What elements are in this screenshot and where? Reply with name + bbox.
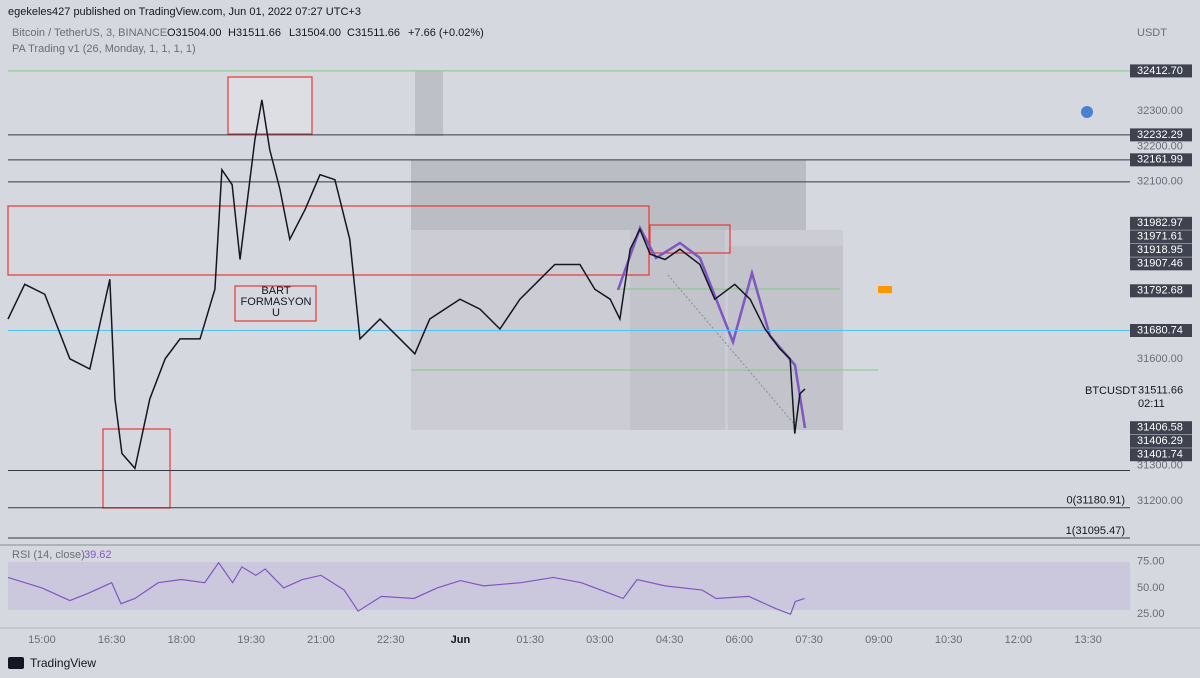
price-label: 31982.97 [1137, 217, 1183, 229]
rsi-line [7, 561, 805, 616]
price-label-box [1130, 421, 1192, 435]
publisher: egekeles427 published on TradingView.com… [8, 6, 361, 18]
price-label: 31907.46 [1137, 258, 1183, 270]
price-label-box [1130, 243, 1192, 257]
last-symbol: BTCUSDT [1085, 385, 1137, 397]
price-label: 32161.99 [1137, 154, 1183, 166]
price-label-box [1130, 257, 1192, 271]
currency: USDT [1137, 27, 1167, 39]
y-tick-label: 32200.00 [1137, 140, 1183, 152]
rsi-tick-label: 50.00 [1137, 582, 1165, 594]
y-tick-label: 31200.00 [1137, 495, 1183, 507]
price-label: 31406.58 [1137, 422, 1183, 434]
x-tick-label: 07:30 [795, 634, 823, 646]
symbol: Bitcoin / TetherUS, 3, BINANCE [12, 27, 167, 39]
x-tick-label: 16:30 [98, 634, 126, 646]
zone [415, 71, 443, 136]
price-label: 31401.74 [1137, 449, 1183, 461]
x-tick-label: 04:30 [656, 634, 684, 646]
rsi-tick-label: 75.00 [1137, 556, 1165, 568]
x-tick-label: 01:30 [516, 634, 544, 646]
ohlc: C31511.66 [347, 27, 400, 39]
annotation: BART FORMASYON U [240, 286, 312, 319]
price-label-box [1130, 434, 1192, 448]
price-label: 31406.29 [1137, 435, 1183, 447]
y-tick-label: 32100.00 [1137, 176, 1183, 188]
marker [878, 286, 892, 293]
x-tick-label: 03:00 [586, 634, 614, 646]
fib-label: 1(31095.47) [1066, 525, 1125, 537]
ohlc: O31504.00 [167, 27, 221, 39]
x-tick-label: 10:30 [935, 634, 963, 646]
price-label-box [1130, 64, 1192, 78]
zone [630, 230, 725, 430]
price-label: 31680.74 [1137, 324, 1183, 336]
price-label: 31792.68 [1137, 285, 1183, 297]
ohlc: L31504.00 [289, 27, 341, 39]
red-box [227, 76, 313, 135]
x-tick-label: 13:30 [1074, 634, 1102, 646]
price-label-box [1130, 448, 1192, 462]
zone [411, 160, 806, 230]
rsi-tick-label: 25.00 [1137, 608, 1165, 620]
annotation-box: BART FORMASYON U [240, 286, 312, 319]
red-box [7, 205, 650, 276]
y-tick-label: 32300.00 [1137, 105, 1183, 117]
countdown: 02:11 [1138, 398, 1165, 410]
y-tick-label: 31600.00 [1137, 353, 1183, 365]
close-icon[interactable] [1081, 106, 1093, 118]
ohlc: +7.66 (+0.02%) [408, 27, 484, 39]
x-tick-label: Jun [451, 634, 471, 646]
price-label: 31971.61 [1137, 231, 1183, 243]
brand: TradingView [30, 656, 96, 670]
rsi-title: RSI (14, close) [12, 549, 85, 561]
price-label-box [1130, 153, 1192, 167]
red-box [102, 428, 171, 509]
price-label: 32232.29 [1137, 129, 1183, 141]
rsi-band [8, 562, 1130, 610]
x-tick-label: 15:00 [28, 634, 56, 646]
y-tick-label: 31300.00 [1137, 459, 1183, 471]
x-tick-label: 09:00 [865, 634, 893, 646]
price-label-box [1130, 230, 1192, 244]
red-box [234, 285, 317, 322]
x-tick-label: 18:00 [168, 634, 196, 646]
logo [8, 657, 24, 669]
price-label-box [1130, 128, 1192, 142]
last-price: 31511.66 [1138, 384, 1183, 396]
price-label: 32412.70 [1137, 65, 1183, 77]
x-tick-label: 21:00 [307, 634, 335, 646]
x-tick-label: 19:30 [237, 634, 265, 646]
red-box [649, 224, 731, 254]
x-tick-label: 06:00 [726, 634, 754, 646]
price-line [7, 99, 806, 470]
price-label-box [1130, 324, 1192, 338]
fib-label: 0(31180.91) [1066, 495, 1125, 507]
rsi-value: 39.62 [84, 549, 112, 561]
price-label-box [1130, 284, 1192, 298]
x-tick-label: 22:30 [377, 634, 405, 646]
price-label: 31918.95 [1137, 244, 1183, 256]
price-label-box [1130, 216, 1192, 230]
x-tick-label: 12:00 [1005, 634, 1033, 646]
indicator: PA Trading v1 (26, Monday, 1, 1, 1, 1) [12, 43, 196, 55]
zone [728, 246, 843, 430]
ohlc: H31511.66 [228, 27, 281, 39]
trend-line [667, 274, 796, 426]
